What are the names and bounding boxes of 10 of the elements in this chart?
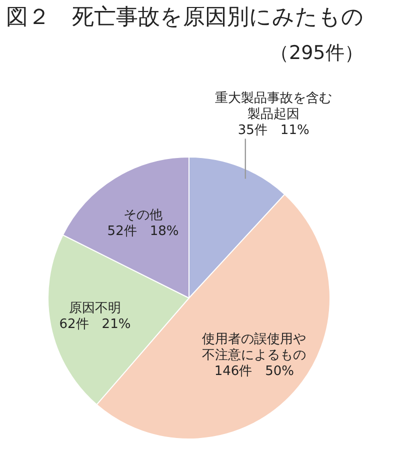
data-label: 35件 11% xyxy=(236,122,310,139)
slice-label: その他 xyxy=(122,208,164,224)
data-label: 62件 21% xyxy=(58,316,132,333)
slice-label: 重大製品事故を含む製品起因 xyxy=(214,90,334,123)
slice-label: 使用者の誤使用や不注意によるもの xyxy=(201,332,308,364)
data-label: 52件 18% xyxy=(106,224,180,240)
data-label: 146件 50% xyxy=(213,364,296,380)
chart-subtitle: （295件） xyxy=(270,41,364,66)
chart-title: 図２ 死亡事故を原因別にみたもの xyxy=(6,4,364,32)
slice-label: 原因不明 xyxy=(68,300,122,317)
